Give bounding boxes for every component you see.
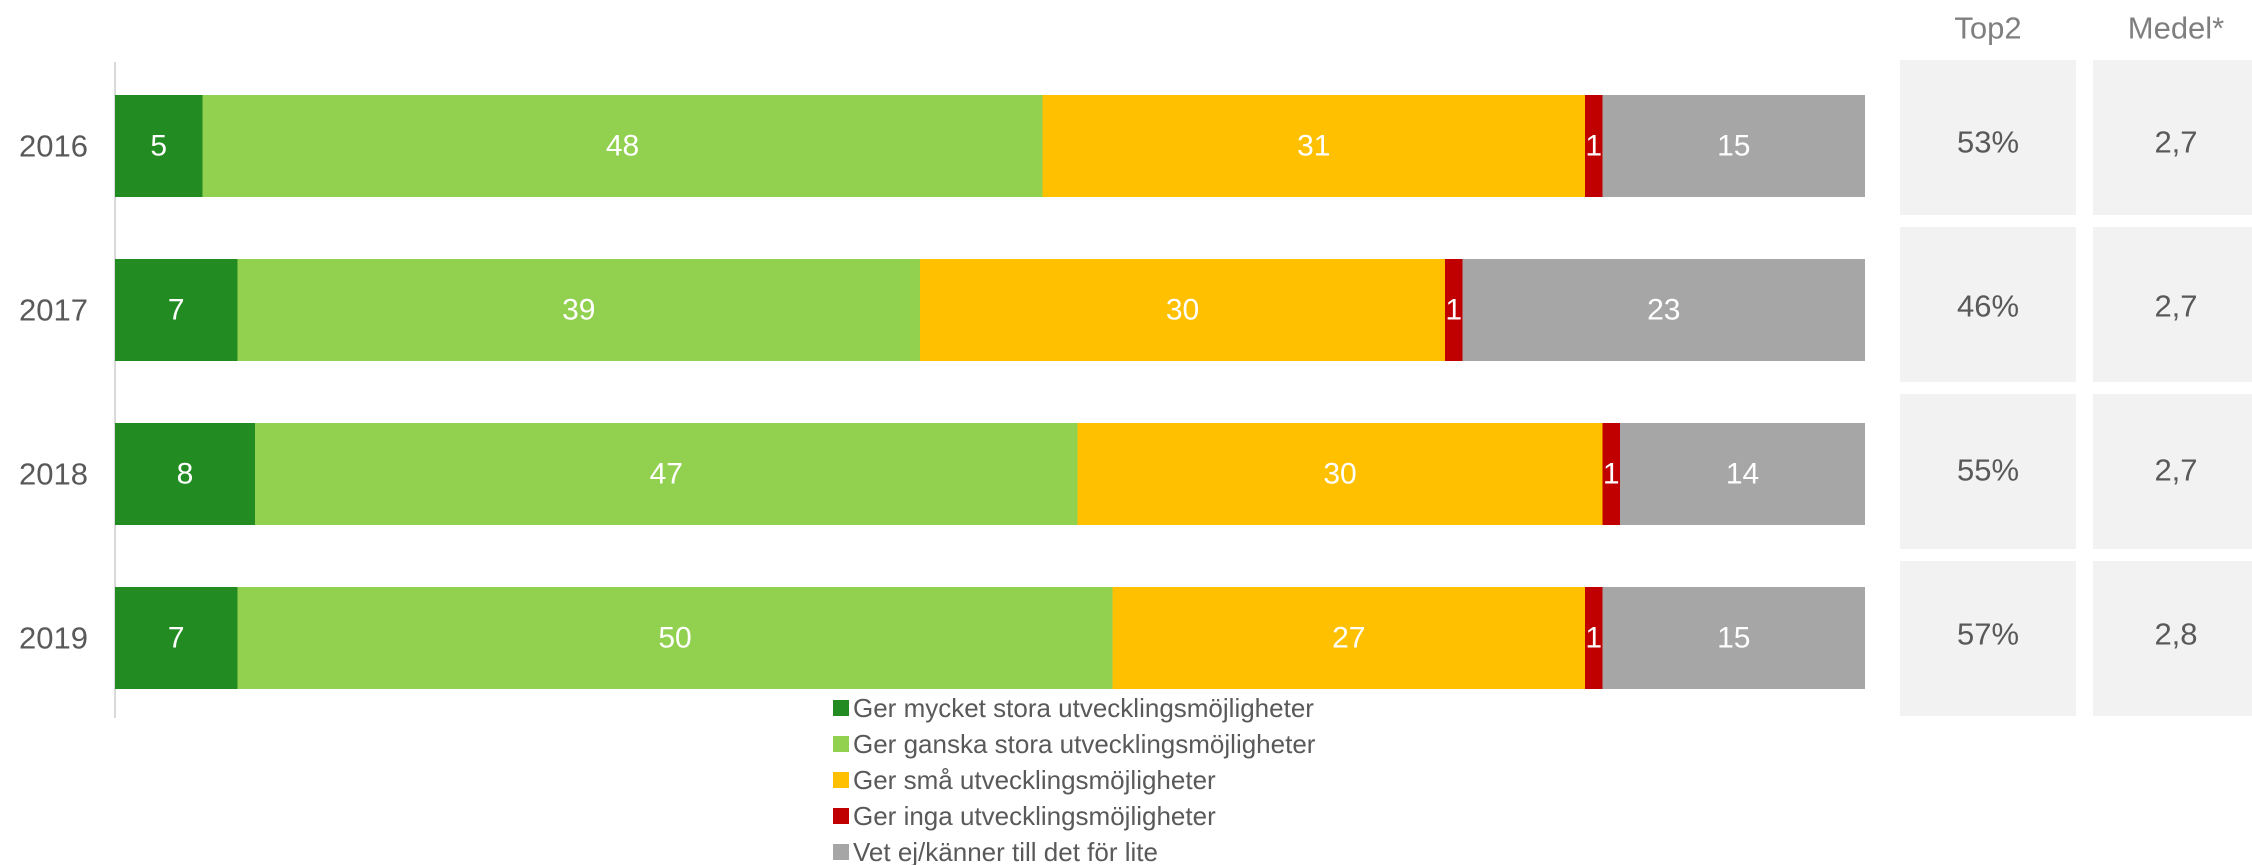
legend-entry-1: Ger ganska stora utvecklingsmöjligheter [853, 729, 1316, 759]
bar-segment-2016-1 [202, 95, 1043, 197]
category-label-2017: 2017 [19, 293, 88, 328]
bar-segment-2018-1 [255, 423, 1078, 525]
legend-swatch-1 [833, 736, 849, 752]
bar-segment-2017-1 [237, 259, 920, 361]
side-value-1-3: 2,8 [2154, 617, 2197, 652]
side-value-1-0: 2,7 [2154, 125, 2197, 160]
data-label-2019-3: 1 [1585, 622, 1602, 655]
bar-segment-2016-4 [1602, 95, 1865, 197]
bar-segment-2016-0 [115, 95, 203, 197]
side-panel-1-2 [2093, 394, 2252, 549]
bar-segment-2018-4 [1620, 423, 1865, 525]
legend-entry-3: Ger inga utvecklingsmöjligheter [853, 801, 1216, 831]
data-label-2017-3: 1 [1445, 294, 1462, 327]
data-label-2016-0: 5 [150, 130, 167, 163]
data-label-2016-4: 15 [1717, 130, 1750, 163]
bar-segment-2018-3 [1602, 423, 1620, 525]
bar-segment-2016-3 [1585, 95, 1603, 197]
side-column-header-1: Medel* [2128, 11, 2225, 46]
side-panel-1-1 [2093, 227, 2252, 382]
data-label-2018-2: 30 [1323, 458, 1356, 491]
bar-segment-2019-1 [237, 587, 1113, 689]
bar-segment-2019-4 [1602, 587, 1865, 689]
data-label-2019-4: 15 [1717, 622, 1750, 655]
side-panel-1-3 [2093, 561, 2252, 716]
bar-segment-2019-0 [115, 587, 238, 689]
legend-swatch-4 [833, 844, 849, 860]
bar-segment-2017-3 [1445, 259, 1463, 361]
side-panel-0-1 [1900, 227, 2076, 382]
bar-segment-2017-2 [920, 259, 1445, 361]
data-label-2018-0: 8 [177, 458, 194, 491]
data-label-2017-2: 30 [1166, 294, 1199, 327]
category-label-2019: 2019 [19, 621, 88, 656]
legend-entry-0: Ger mycket stora utvecklingsmöjligheter [853, 693, 1314, 723]
legend-entry-2: Ger små utvecklingsmöjligheter [853, 765, 1216, 795]
data-label-2016-3: 1 [1585, 130, 1602, 163]
data-label-2018-4: 14 [1726, 458, 1759, 491]
side-panel-0-3 [1900, 561, 2076, 716]
bar-segment-2018-0 [115, 423, 255, 525]
category-label-2018: 2018 [19, 457, 88, 492]
side-value-0-0: 53% [1957, 125, 2019, 160]
side-value-1-1: 2,7 [2154, 289, 2197, 324]
side-panel-0-0 [1900, 60, 2076, 215]
side-value-0-1: 46% [1957, 289, 2019, 324]
data-label-2017-0: 7 [168, 294, 185, 327]
side-panel-0-2 [1900, 394, 2076, 549]
legend-swatch-0 [833, 700, 849, 716]
category-label-2016: 2016 [19, 129, 88, 164]
data-label-2019-0: 7 [168, 622, 185, 655]
bar-segment-2017-4 [1462, 259, 1865, 361]
bar-segment-2017-0 [115, 259, 238, 361]
data-label-2016-1: 48 [606, 130, 639, 163]
data-label-2019-2: 27 [1332, 622, 1365, 655]
bar-segment-2019-2 [1112, 587, 1585, 689]
legend-entry-4: Vet ej/känner till det för lite [853, 837, 1158, 865]
side-panel-1-0 [2093, 60, 2252, 215]
side-column-header-0: Top2 [1954, 11, 2021, 46]
data-label-2017-1: 39 [562, 294, 595, 327]
side-value-0-3: 57% [1957, 617, 2019, 652]
legend-swatch-2 [833, 772, 849, 788]
bar-segment-2018-2 [1077, 423, 1603, 525]
bar-segment-2019-3 [1585, 587, 1603, 689]
data-label-2019-1: 50 [658, 622, 691, 655]
legend-swatch-3 [833, 808, 849, 824]
data-label-2018-1: 47 [650, 458, 683, 491]
data-label-2016-2: 31 [1297, 130, 1330, 163]
side-value-0-2: 55% [1957, 453, 2019, 488]
data-label-2018-3: 1 [1603, 458, 1620, 491]
side-value-1-2: 2,7 [2154, 453, 2197, 488]
data-label-2017-4: 23 [1647, 294, 1680, 327]
bar-segment-2016-2 [1042, 95, 1585, 197]
